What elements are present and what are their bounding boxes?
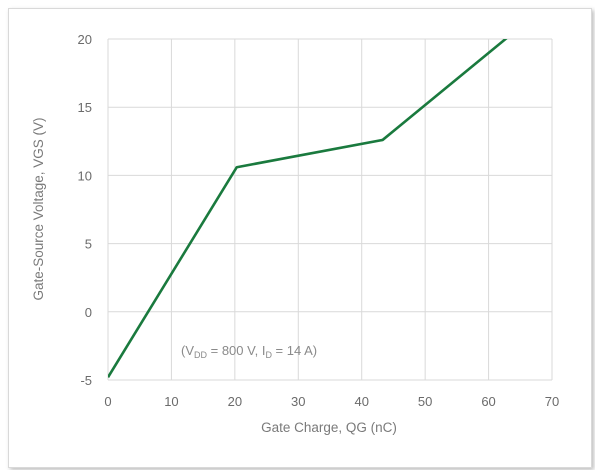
annot-close: = 14 A) (272, 343, 317, 358)
annot-sub-dd: DD (194, 350, 207, 360)
y-tick-label: 20 (78, 32, 92, 47)
annot-mid: = 800 V, I (207, 343, 265, 358)
y-tick-label: -5 (80, 373, 92, 388)
x-tick-label: 30 (291, 394, 305, 409)
y-tick-label: 10 (78, 168, 92, 183)
annot-sub-d: D (265, 350, 272, 360)
x-tick-label: 0 (104, 394, 111, 409)
annot-open: (V (181, 343, 194, 358)
y-tick-label: 15 (78, 100, 92, 115)
grid-lines (107, 38, 553, 381)
x-tick-label: 70 (545, 394, 559, 409)
x-tick-labels: 0 10 20 30 40 50 60 70 (104, 394, 559, 409)
y-tick-label: 5 (85, 237, 92, 252)
x-tick-label: 10 (164, 394, 178, 409)
x-tick-label: 20 (228, 394, 242, 409)
x-tick-label: 60 (481, 394, 495, 409)
y-tick-label: 0 (85, 305, 92, 320)
y-tick-labels: -5 0 5 10 15 20 (78, 32, 92, 388)
x-tick-label: 50 (418, 394, 432, 409)
x-axis-label: Gate Charge, QG (nC) (261, 420, 397, 435)
data-series (108, 39, 508, 378)
test-conditions-annotation: (VDD = 800 V, ID = 14 A) (181, 343, 317, 360)
x-tick-label: 40 (354, 394, 368, 409)
chart-frame (8, 8, 592, 468)
series-line (108, 39, 508, 378)
y-axis-label: Gate-Source Voltage, VGS (V) (31, 117, 46, 300)
